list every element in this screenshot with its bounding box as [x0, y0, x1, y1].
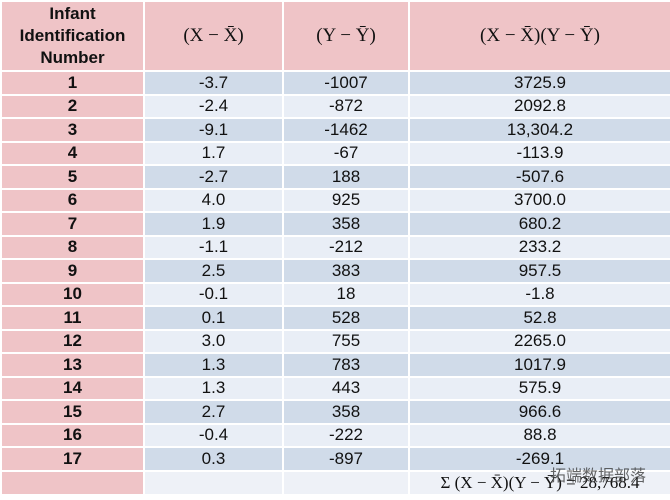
value-cell: 358 — [282, 211, 410, 237]
value-cell: -507.6 — [408, 164, 670, 190]
header-row: Infant Identification Number (X − X̄) (Y… — [0, 0, 670, 72]
value-cell: -897 — [282, 446, 410, 472]
header-cell: (Y − Ȳ) — [282, 0, 410, 72]
value-cell: -269.1 — [408, 446, 670, 472]
id-cell: 14 — [0, 375, 145, 401]
value-cell: 443 — [282, 375, 410, 401]
value-cell: -1.8 — [408, 281, 670, 307]
value-cell: 783 — [282, 352, 410, 378]
value-cell: 4.0 — [143, 187, 284, 213]
header-cell: (X − X̄)(Y − Ȳ) — [408, 0, 670, 72]
header-cell: Infant Identification Number — [0, 0, 145, 72]
value-cell: -113.9 — [408, 140, 670, 166]
id-cell: 13 — [0, 352, 145, 378]
value-cell: -1007 — [282, 70, 410, 96]
value-cell: -222 — [282, 422, 410, 448]
value-cell: 528 — [282, 305, 410, 331]
value-cell: 1.9 — [143, 211, 284, 237]
id-cell: 7 — [0, 211, 145, 237]
value-cell: 575.9 — [408, 375, 670, 401]
table-row: 5 -2.7 188 -507.6 — [0, 164, 670, 190]
id-cell: 17 — [0, 446, 145, 472]
value-cell: 88.8 — [408, 422, 670, 448]
value-cell: 188 — [282, 164, 410, 190]
id-cell: 6 — [0, 187, 145, 213]
table-row: 16 -0.4 -222 88.8 — [0, 422, 670, 448]
id-cell: 9 — [0, 258, 145, 284]
table-row: 6 4.0 925 3700.0 — [0, 187, 670, 213]
value-cell: -1462 — [282, 117, 410, 143]
value-cell: 13,304.2 — [408, 117, 670, 143]
value-cell: 957.5 — [408, 258, 670, 284]
value-cell: -1.1 — [143, 234, 284, 260]
value-cell: 2.5 — [143, 258, 284, 284]
table-row: 8 -1.1 -212 233.2 — [0, 234, 670, 260]
value-cell: 0.1 — [143, 305, 284, 331]
empty-cell — [143, 469, 284, 496]
table-row: 10 -0.1 18 -1.8 — [0, 281, 670, 307]
table-row: 1 -3.7 -1007 3725.9 — [0, 70, 670, 96]
value-cell: 3700.0 — [408, 187, 670, 213]
value-cell: -2.4 — [143, 93, 284, 119]
table-row: 3 -9.1 -1462 13,304.2 — [0, 117, 670, 143]
value-cell: 1017.9 — [408, 352, 670, 378]
value-cell: -0.1 — [143, 281, 284, 307]
table-body: 1 -3.7 -1007 3725.9 2 -2.4 -872 2092.8 3 -9.1 -146… — [0, 70, 670, 496]
id-cell: 1 — [0, 70, 145, 96]
table-row: 2 -2.4 -872 2092.8 — [0, 93, 670, 119]
value-cell: 2092.8 — [408, 93, 670, 119]
value-cell: 1.3 — [143, 352, 284, 378]
id-cell: 5 — [0, 164, 145, 190]
table-row: 4 1.7 -67 -113.9 — [0, 140, 670, 166]
value-cell: 680.2 — [408, 211, 670, 237]
id-cell: 11 — [0, 305, 145, 331]
value-cell: -0.4 — [143, 422, 284, 448]
header-cell: (X − X̄) — [143, 0, 284, 72]
id-cell — [0, 469, 145, 496]
id-cell: 16 — [0, 422, 145, 448]
id-cell: 8 — [0, 234, 145, 260]
value-cell: 1.7 — [143, 140, 284, 166]
empty-cell — [282, 469, 410, 496]
table-row: 13 1.3 783 1017.9 — [0, 352, 670, 378]
table-row: 17 0.3 -897 -269.1 — [0, 446, 670, 472]
id-cell: 3 — [0, 117, 145, 143]
value-cell: 52.8 — [408, 305, 670, 331]
value-cell: -212 — [282, 234, 410, 260]
value-cell: -872 — [282, 93, 410, 119]
value-cell: 0.3 — [143, 446, 284, 472]
value-cell: -9.1 — [143, 117, 284, 143]
id-cell: 15 — [0, 399, 145, 425]
total-cell: Σ (X − X̄)(Y − Ȳ) = 28,768.4 — [408, 469, 670, 496]
value-cell: 3.0 — [143, 328, 284, 354]
id-cell: 4 — [0, 140, 145, 166]
table-row: 11 0.1 528 52.8 — [0, 305, 670, 331]
value-cell: 1.3 — [143, 375, 284, 401]
value-cell: 383 — [282, 258, 410, 284]
id-cell: 12 — [0, 328, 145, 354]
table-row: 15 2.7 358 966.6 — [0, 399, 670, 425]
total-row: Σ (X − X̄)(Y − Ȳ) = 28,768.4 — [0, 469, 670, 496]
value-cell: 358 — [282, 399, 410, 425]
value-cell: 755 — [282, 328, 410, 354]
table-row: 14 1.3 443 575.9 — [0, 375, 670, 401]
value-cell: 2.7 — [143, 399, 284, 425]
value-cell: 233.2 — [408, 234, 670, 260]
table-row: 9 2.5 383 957.5 — [0, 258, 670, 284]
value-cell: 18 — [282, 281, 410, 307]
id-cell: 2 — [0, 93, 145, 119]
table-row: 12 3.0 755 2265.0 — [0, 328, 670, 354]
value-cell: -3.7 — [143, 70, 284, 96]
table-row: 7 1.9 358 680.2 — [0, 211, 670, 237]
id-cell: 10 — [0, 281, 145, 307]
value-cell: 966.6 — [408, 399, 670, 425]
value-cell: 925 — [282, 187, 410, 213]
value-cell: 2265.0 — [408, 328, 670, 354]
watermark: 拓端数据部落 — [549, 466, 646, 485]
value-cell: -2.7 — [143, 164, 284, 190]
value-cell: -67 — [282, 140, 410, 166]
value-cell: 3725.9 — [408, 70, 670, 96]
